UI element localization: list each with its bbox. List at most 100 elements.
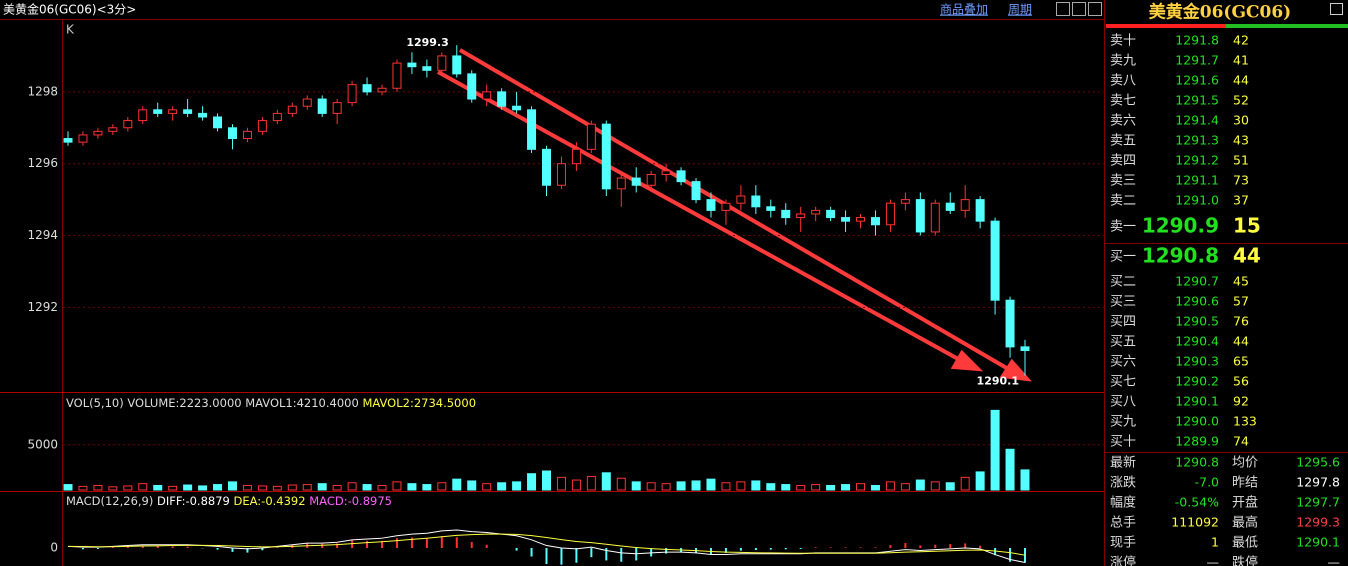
volume-bar — [512, 481, 522, 491]
candle-body — [960, 199, 970, 211]
level-label: 买四 — [1110, 315, 1136, 330]
level-qty: 30 — [1233, 113, 1249, 128]
level-price: 1291.3 — [1175, 133, 1219, 148]
volume-bar — [407, 483, 417, 491]
volume-bar — [422, 484, 432, 491]
candle-body — [302, 98, 312, 107]
stat-value: 1290.8 — [1175, 455, 1219, 470]
dea-line — [67, 533, 1026, 556]
stat-value: 1299.3 — [1296, 515, 1340, 530]
candle-body — [841, 217, 851, 222]
candle-body — [407, 62, 417, 68]
candle-body — [631, 177, 641, 186]
candle-body — [616, 177, 626, 190]
level-label: 买三 — [1110, 295, 1136, 310]
stat-label: 开盘 — [1232, 495, 1258, 511]
stat-value: — — [1328, 555, 1341, 566]
candle-body — [527, 109, 537, 150]
candle-body — [272, 112, 282, 122]
candle-body — [242, 130, 252, 140]
stat-value: 1295.6 — [1296, 455, 1340, 470]
volume-bar — [736, 481, 746, 491]
icon[interactable] — [1056, 2, 1070, 16]
level-price: 1291.0 — [1175, 193, 1219, 208]
level-price: 1290.9 — [1142, 214, 1219, 238]
header-value: MACD:-0.8975 — [309, 494, 392, 508]
candle-body — [482, 91, 492, 100]
volume-bar — [377, 484, 387, 491]
candle-body — [601, 123, 611, 190]
level-price: 1291.1 — [1175, 173, 1219, 188]
volume-bar — [751, 480, 761, 491]
level-price: 1290.2 — [1175, 374, 1219, 389]
volume-bar — [945, 482, 955, 491]
volume-bar — [347, 482, 357, 491]
header-value: MAVOL2:2734.5000 — [362, 396, 476, 410]
quote-title: 美黄金06(GC06) — [1149, 2, 1291, 23]
candle-body — [796, 213, 806, 219]
period-button[interactable]: 周期 — [1008, 3, 1032, 17]
level-label: 买五 — [1110, 335, 1136, 350]
candle-body — [856, 217, 866, 222]
volume-bar — [272, 485, 282, 491]
trend-arrows — [437, 48, 1032, 382]
candle-body — [78, 134, 88, 143]
icon[interactable] — [1330, 3, 1343, 15]
stat-value: — — [1207, 555, 1220, 566]
stat-label: 幅度 — [1110, 495, 1136, 511]
volume-bar — [556, 476, 566, 491]
level-qty: 56 — [1233, 374, 1249, 389]
candle-body — [766, 206, 776, 211]
icon[interactable] — [1088, 2, 1102, 16]
volume-bar — [198, 485, 208, 491]
stat-label: 涨跌 — [1110, 475, 1136, 491]
level-label: 买二 — [1110, 275, 1136, 290]
arrow — [458, 48, 1012, 372]
volume-bar — [257, 485, 267, 491]
level-label: 卖八 — [1110, 74, 1136, 89]
level-price: 1291.6 — [1175, 73, 1219, 88]
candle-body — [287, 105, 297, 114]
stat-label: 现手 — [1110, 536, 1136, 551]
icon[interactable] — [1072, 2, 1086, 16]
candle-body — [945, 202, 955, 211]
level-label: 买七 — [1110, 375, 1136, 390]
level-qty: 52 — [1233, 93, 1249, 108]
volume-bar — [691, 480, 701, 491]
overlay-button[interactable]: 商品叠加 — [940, 2, 988, 17]
candle-body — [317, 98, 327, 114]
level-price: 1291.4 — [1175, 113, 1219, 128]
level-price: 1291.2 — [1175, 153, 1219, 168]
y-tick-label: 0 — [50, 541, 58, 555]
level-label: 买十 — [1110, 435, 1136, 450]
volume-bar — [437, 482, 447, 491]
level-price: 1291.8 — [1175, 33, 1219, 48]
arrowhead — [999, 358, 1032, 382]
volume-bar — [930, 481, 940, 491]
volume-bar — [586, 475, 596, 491]
candle-body — [1005, 299, 1015, 348]
volume-bar — [78, 485, 88, 491]
level-qty: 37 — [1233, 193, 1249, 208]
level-label: 卖十 — [1110, 34, 1136, 49]
candle-body — [168, 109, 178, 114]
level-price: 1290.0 — [1175, 414, 1219, 429]
volume-bar — [616, 477, 626, 491]
candle-body — [915, 199, 925, 233]
candle-body — [422, 66, 432, 71]
candle-body — [213, 116, 223, 129]
stat-label: 涨停 — [1110, 555, 1136, 566]
level-qty: 76 — [1233, 314, 1249, 329]
nav-icons[interactable] — [1056, 2, 1102, 16]
candle-body — [586, 123, 596, 150]
candle-body — [736, 195, 746, 204]
arrowhead — [950, 349, 984, 372]
volume-bar — [676, 481, 686, 491]
candle-body — [347, 84, 357, 104]
volume-bar — [242, 484, 252, 491]
level-label: 买六 — [1110, 355, 1136, 370]
volume-bar — [811, 484, 821, 491]
candle-body — [227, 127, 237, 140]
volume-bar — [153, 484, 163, 491]
